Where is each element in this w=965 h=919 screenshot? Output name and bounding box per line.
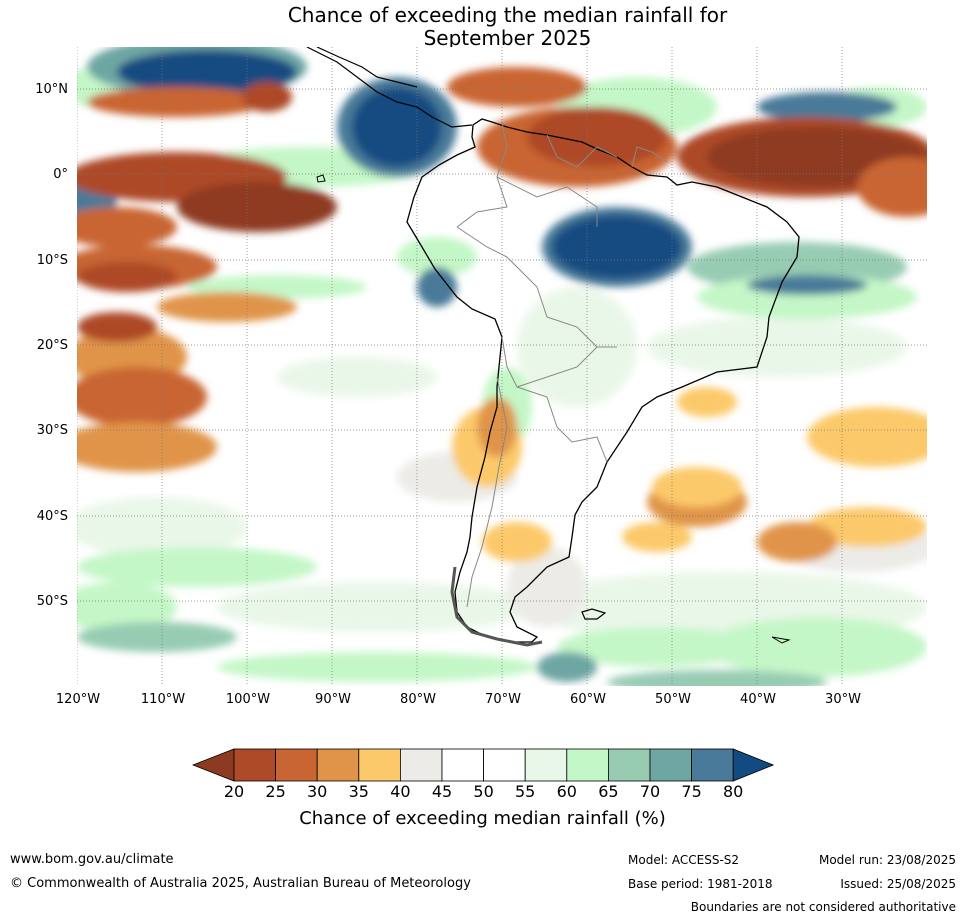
colorbar-tick-label: 75 bbox=[681, 782, 702, 801]
colorbar-cell bbox=[607, 748, 651, 782]
lon-label-80w: 80°W bbox=[400, 692, 436, 707]
map-title: Chance of exceeding the median rainfall … bbox=[0, 4, 965, 50]
country-borders bbox=[456, 121, 668, 608]
colorbar-cell bbox=[316, 748, 360, 782]
lat-label-40s: 40°S bbox=[36, 509, 68, 524]
model-name: Model: ACCESS-S2 bbox=[628, 853, 740, 867]
colorbar-cell bbox=[691, 748, 734, 782]
colorbar-tick-label: 55 bbox=[515, 782, 536, 801]
colorbar-tick-label: 35 bbox=[348, 782, 369, 801]
colorbar-tick-label: 65 bbox=[598, 782, 619, 801]
copyright-text: © Commonwealth of Australia 2025, Austra… bbox=[10, 876, 471, 891]
lon-label-120w: 120°W bbox=[55, 692, 101, 707]
colorbar-tick-label: 50 bbox=[473, 782, 494, 801]
base-period: Base period: 1981-2018 bbox=[628, 877, 773, 891]
lon-label-70w: 70°W bbox=[485, 692, 521, 707]
graticule bbox=[77, 47, 927, 686]
map-canvas bbox=[77, 47, 927, 686]
lon-label-50w: 50°W bbox=[655, 692, 691, 707]
colorbar-cell bbox=[358, 748, 401, 782]
colorbar-tick-label: 45 bbox=[431, 782, 453, 801]
colorbar bbox=[192, 748, 774, 782]
lat-label-10s: 10°S bbox=[36, 253, 68, 268]
colorbar-cell bbox=[649, 748, 692, 782]
galapagos-islands bbox=[316, 174, 326, 183]
colorbar-tick-label: 40 bbox=[390, 782, 411, 801]
lon-label-40w: 40°W bbox=[740, 692, 776, 707]
lon-label-90w: 90°W bbox=[315, 692, 351, 707]
colorbar-cell bbox=[524, 748, 568, 782]
colorbar-tick-label: 60 bbox=[556, 782, 577, 801]
colorbar-cell bbox=[233, 748, 276, 782]
falkland-islands bbox=[581, 608, 607, 620]
lat-label-10n: 10°N bbox=[35, 82, 68, 97]
lat-label-20s: 20°S bbox=[36, 338, 68, 353]
colorbar-label: Chance of exceeding median rainfall (%) bbox=[299, 808, 666, 829]
colorbar-extend-high bbox=[732, 748, 774, 782]
lon-label-100w: 100°W bbox=[225, 692, 271, 707]
lat-label-50s: 50°S bbox=[36, 594, 68, 609]
lon-label-30w: 30°W bbox=[825, 692, 861, 707]
issued-date: Issued: 25/08/2025 bbox=[840, 877, 956, 891]
lat-label-30s: 30°S bbox=[36, 423, 68, 438]
central-america-coastline bbox=[306, 47, 473, 128]
colorbar-cell bbox=[441, 748, 484, 782]
bom-url[interactable]: www.bom.gov.au/climate bbox=[10, 852, 174, 867]
lon-label-110w: 110°W bbox=[140, 692, 186, 707]
colorbar-cell bbox=[399, 748, 443, 782]
south-georgia-island bbox=[771, 636, 791, 644]
colorbar-tick-label: 30 bbox=[307, 782, 328, 801]
lon-label-60w: 60°W bbox=[570, 692, 606, 707]
colorbar-tick-label: 80 bbox=[723, 782, 744, 801]
title-line-1: Chance of exceeding the median rainfall … bbox=[287, 3, 728, 27]
colorbar-tick-label: 25 bbox=[265, 782, 286, 801]
colorbar-cells bbox=[192, 748, 774, 782]
lat-label-0: 0° bbox=[53, 167, 68, 182]
boundaries-disclaimer: Boundaries are not considered authoritat… bbox=[690, 900, 956, 914]
rainfall-map bbox=[77, 47, 927, 686]
colorbar-tick-label: 20 bbox=[223, 782, 245, 801]
title-line-2: September 2025 bbox=[423, 26, 592, 50]
colorbar-cell bbox=[275, 748, 318, 782]
colorbar-cell bbox=[566, 748, 609, 782]
colorbar-tick-label: 70 bbox=[639, 782, 661, 801]
colorbar-extend-low bbox=[192, 748, 235, 782]
tierra-del-fuego bbox=[450, 566, 543, 647]
model-run-date: Model run: 23/08/2025 bbox=[818, 853, 956, 867]
colorbar-cell bbox=[483, 748, 526, 782]
